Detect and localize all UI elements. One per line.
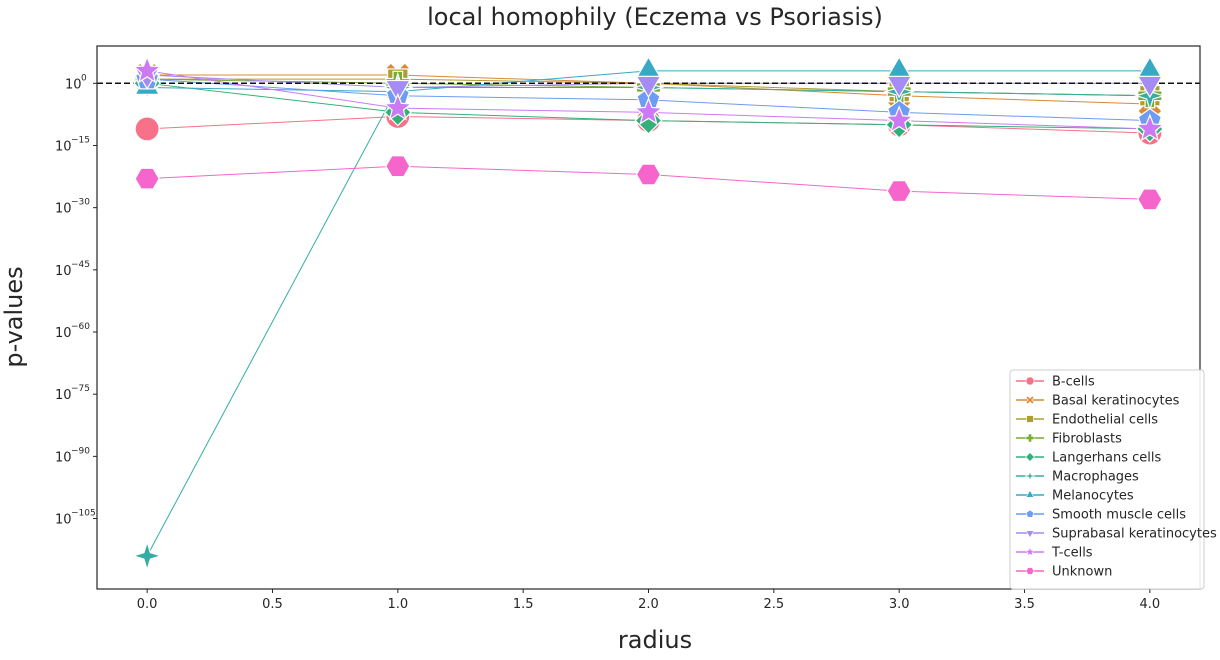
y-tick-base: 10	[55, 264, 72, 279]
series-markers	[131, 55, 1166, 572]
chart-title: local homophily (Eczema vs Psoriasis)	[427, 3, 883, 31]
x-tick-label: 1.5	[513, 597, 534, 612]
legend-label: B-cells	[1052, 375, 1095, 390]
data-point-b-cells	[134, 116, 160, 142]
y-tick-exponent: −60	[71, 322, 90, 332]
legend-label: Macrophages	[1052, 470, 1139, 485]
data-point-unknown	[886, 180, 912, 203]
legend-marker	[1026, 415, 1034, 423]
x-tick-label: 2.0	[638, 597, 659, 612]
y-tick-exponent: −105	[71, 509, 96, 519]
y-tick-base: 10	[65, 77, 82, 92]
y-tick-base: 10	[55, 202, 72, 217]
legend-label: T-cells	[1051, 546, 1093, 561]
y-tick-exponent: 0	[81, 73, 87, 83]
legend-box	[1009, 369, 1205, 590]
data-point-unknown	[1137, 188, 1163, 211]
legend-marker	[1025, 376, 1035, 386]
y-tick-exponent: −30	[71, 198, 90, 208]
legend-marker	[1025, 489, 1035, 498]
data-point-t-cells	[132, 55, 162, 84]
data-point-suprabasal-keratinocytes	[635, 75, 662, 99]
y-tick-base: 10	[55, 513, 72, 528]
data-point-unknown	[385, 155, 411, 178]
data-point-unknown	[635, 163, 662, 186]
x-tick-label: 0.5	[262, 597, 283, 612]
legend-label: Suprabasal keratinocytes	[1052, 527, 1217, 542]
y-axis-label: p-values	[0, 266, 28, 367]
y-tick-base: 10	[55, 450, 72, 465]
y-tick-exponent: −75	[71, 384, 90, 394]
y-tick-base: 10	[55, 388, 72, 403]
legend-marker	[1025, 395, 1035, 405]
data-point-suprabasal-keratinocytes	[1136, 75, 1163, 99]
x-tick-label: 3.0	[889, 597, 910, 612]
legend-label: Fibroblasts	[1052, 432, 1122, 447]
y-tick-exponent: −90	[71, 446, 90, 456]
y-tick-exponent: −45	[71, 260, 90, 270]
legend: B-cells Basal keratinocytes Endothelial ce…	[1009, 369, 1217, 590]
x-tick-label: 4.0	[1140, 597, 1161, 612]
legend-label: Endothelial cells	[1052, 413, 1158, 428]
legend-label: Langerhans cells	[1052, 451, 1162, 466]
legend-marker	[1025, 530, 1035, 539]
legend-marker	[1024, 546, 1036, 557]
legend-label: Basal keratinocytes	[1052, 394, 1180, 409]
legend-label: Smooth muscle cells	[1052, 508, 1186, 523]
legend-marker	[1025, 452, 1035, 462]
x-tick-label: 3.5	[1014, 597, 1035, 612]
x-tick-labels: 0.0 0.5 1.0 1.5 2.0 2.5 3.0 3.5 4.0	[137, 589, 1160, 612]
plot-area	[97, 55, 1200, 572]
y-tick-exponent: −15	[71, 135, 90, 145]
legend-marker	[1025, 509, 1035, 518]
legend-marker	[1024, 470, 1036, 482]
legend-label: Unknown	[1052, 565, 1112, 580]
data-point-t-cells	[633, 96, 664, 125]
data-point-suprabasal-keratinocytes	[384, 79, 411, 103]
data-point-suprabasal-keratinocytes	[886, 75, 913, 99]
x-tick-label: 2.5	[763, 597, 784, 612]
legend-marker	[1025, 567, 1035, 575]
data-point-t-cells	[884, 105, 914, 134]
legend-label: Melanocytes	[1052, 489, 1134, 504]
y-tick-base: 10	[55, 326, 72, 341]
legend-marker	[1025, 433, 1035, 443]
x-tick-label: 1.0	[387, 597, 408, 612]
data-point-unknown	[134, 167, 160, 190]
plot-frame	[96, 45, 1201, 590]
x-axis-label: radius	[618, 626, 692, 654]
data-point-t-cells	[1135, 113, 1165, 142]
data-point-macrophages	[131, 539, 164, 572]
x-tick-label: 0.0	[137, 597, 158, 612]
data-point-t-cells	[383, 92, 413, 121]
y-tick-base: 10	[55, 139, 72, 154]
